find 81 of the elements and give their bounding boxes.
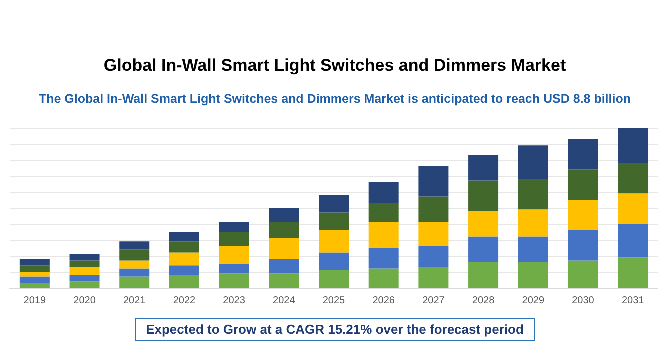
bar: [269, 238, 300, 260]
bar: [618, 128, 648, 164]
bar: [20, 272, 50, 277]
bar: [319, 195, 349, 213]
bar: [269, 208, 300, 222]
bar: [468, 211, 499, 237]
chart-subtitle: The Global In-Wall Smart Light Switches and Dimmers Market is anticipated to reach USD 8.8 billion: [38, 92, 632, 106]
text: Expected to Grow at a CAGR 15.21% over the forecast period: [135, 318, 535, 341]
bar: [20, 259, 50, 266]
bar: [418, 267, 449, 288]
bar: [618, 224, 648, 258]
x-tick-label: 2030: [572, 296, 595, 306]
bar: [20, 276, 50, 284]
x-tick-label: 2020: [74, 296, 96, 306]
bar: [120, 250, 150, 261]
bar: [169, 232, 200, 242]
bar: [518, 146, 548, 180]
bar: [568, 139, 598, 170]
bar: [568, 170, 598, 200]
bar: [319, 212, 349, 230]
bar: [219, 274, 250, 288]
bar: [568, 230, 598, 261]
bar: [269, 259, 300, 274]
bar: [368, 182, 399, 204]
x-tick-label: 2022: [173, 296, 196, 306]
bar: [468, 155, 499, 181]
x-tick-label: 2029: [522, 296, 545, 306]
x-tick-label: 2021: [123, 296, 146, 306]
x-tick-label: 2028: [472, 296, 496, 306]
bar: [568, 200, 598, 230]
bar: [468, 236, 499, 262]
bar: [219, 232, 250, 246]
x-tick-label: 2024: [273, 296, 296, 306]
bar: [169, 275, 200, 288]
bar: [70, 282, 100, 288]
bar: [618, 258, 648, 288]
bar: [468, 180, 499, 212]
bar: [319, 252, 349, 270]
bar: [20, 266, 50, 272]
bar: [169, 252, 200, 266]
bar: [368, 203, 399, 222]
bar: [368, 248, 399, 269]
x-tick-label: 2025: [322, 296, 346, 306]
bar: [418, 196, 449, 222]
bar: [518, 262, 548, 288]
bar: [70, 260, 100, 268]
x-tick-label: 2019: [24, 296, 46, 306]
bar: [618, 194, 648, 224]
bar: [70, 275, 100, 282]
bar: [219, 246, 250, 264]
bar: [120, 260, 150, 269]
bar: [518, 179, 548, 210]
bar: [418, 222, 449, 246]
bar: [319, 270, 349, 288]
x-tick-label: 2031: [622, 296, 645, 306]
bar: [269, 274, 300, 288]
bar: [120, 268, 150, 277]
bar: [618, 163, 648, 194]
bar: [169, 242, 200, 253]
x-tick-label: 2027: [422, 296, 446, 306]
bar: [120, 242, 150, 250]
x-tick-label: 2023: [223, 296, 246, 306]
bar: [518, 236, 548, 262]
bar: [518, 210, 548, 237]
bar: [319, 230, 349, 253]
bar: [70, 254, 100, 261]
bar: [269, 222, 300, 238]
bar: [568, 260, 598, 288]
bar: [120, 276, 150, 288]
bar: [219, 264, 250, 274]
bar: [368, 268, 399, 288]
bar: [70, 267, 100, 276]
x-tick-label: 2026: [372, 296, 396, 306]
bar: [418, 166, 449, 197]
bar: [418, 246, 449, 268]
bar: [368, 222, 399, 248]
chart-title: Global In-Wall Smart Light Switches and Dimmers Market: [102, 56, 568, 76]
bar: [20, 283, 50, 288]
bar: [468, 262, 499, 288]
bar: [219, 222, 250, 232]
bar: [169, 266, 200, 276]
